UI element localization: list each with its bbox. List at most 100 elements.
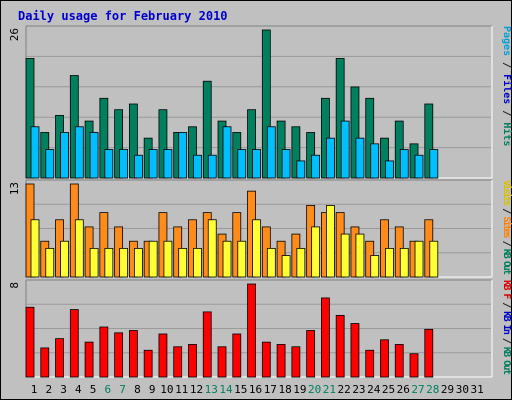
bar-kb-f-day-5 bbox=[84, 341, 94, 378]
x-tick-day-12: 12 bbox=[190, 383, 203, 396]
x-tick-day-7: 7 bbox=[119, 383, 126, 396]
bar-visits-day-15 bbox=[237, 240, 247, 278]
panel-2: 13 Visits / Sites / KB Out bbox=[8, 179, 512, 278]
bar-hits-day-17 bbox=[261, 29, 271, 179]
bar-kb-f-day-20 bbox=[306, 330, 316, 378]
bar-visits-day-27 bbox=[414, 240, 424, 278]
x-tick-day-2: 2 bbox=[45, 383, 52, 396]
legend-entry: Visits bbox=[501, 180, 512, 206]
panel-legend: KB F / KB In / KB Out bbox=[501, 280, 512, 375]
bar-visits-day-1 bbox=[30, 219, 40, 278]
x-tick-day-30: 30 bbox=[456, 383, 469, 396]
bar-kb-f-day-10 bbox=[158, 333, 168, 378]
x-tick-day-18: 18 bbox=[278, 383, 291, 396]
bar-kb-f-day-27 bbox=[409, 353, 419, 378]
x-tick-day-8: 8 bbox=[134, 383, 141, 396]
bar-files-day-1 bbox=[30, 126, 40, 179]
bar-files-day-16 bbox=[252, 149, 261, 179]
bar-files-day-3 bbox=[60, 132, 69, 179]
x-tick-day-11: 11 bbox=[175, 383, 188, 396]
y-axis-max-label: 13 bbox=[8, 182, 21, 195]
x-tick-day-6: 6 bbox=[105, 383, 112, 396]
bar-kb-f-day-7 bbox=[114, 332, 124, 378]
bar-hits-day-16 bbox=[247, 109, 256, 179]
chart-title: Daily usage for February 2010 bbox=[18, 9, 228, 23]
bar-visits-day-20 bbox=[311, 226, 321, 278]
bar-files-day-10 bbox=[163, 149, 173, 179]
x-tick-day-13: 13 bbox=[205, 383, 218, 396]
bar-files-day-5 bbox=[89, 132, 99, 179]
legend-entry: / bbox=[501, 204, 512, 218]
x-tick-day-10: 10 bbox=[160, 383, 173, 396]
bar-kb-f-day-8 bbox=[128, 330, 138, 378]
bar-files-day-22 bbox=[340, 120, 350, 179]
x-tick-day-24: 24 bbox=[367, 383, 381, 396]
y-axis-max-label: 26 bbox=[8, 28, 21, 41]
panel-1: 26 Pages / Files / Hits bbox=[8, 25, 512, 179]
bar-visits-day-5 bbox=[89, 247, 99, 278]
bar-files-day-21 bbox=[325, 137, 335, 179]
bar-hits-day-1 bbox=[25, 58, 35, 179]
bar-visits-day-7 bbox=[119, 247, 129, 278]
panel-3: 8 KB F / KB In / KB Out bbox=[8, 279, 512, 378]
bar-kb-f-day-14 bbox=[217, 346, 227, 378]
bar-kb-f-day-9 bbox=[143, 349, 153, 378]
bar-hits-day-19 bbox=[291, 126, 301, 179]
legend-entry: KB In bbox=[501, 311, 512, 335]
panel-legend: Visits / Sites / KB Out bbox=[501, 180, 512, 275]
x-tick-day-17: 17 bbox=[264, 383, 277, 396]
legend-entry: KB Out bbox=[501, 347, 512, 375]
x-tick-day-9: 9 bbox=[149, 383, 156, 396]
bar-kb-f-day-3 bbox=[55, 338, 64, 378]
bar-files-day-2 bbox=[45, 149, 55, 179]
bar-files-day-15 bbox=[237, 149, 247, 179]
bar-files-day-18 bbox=[281, 149, 291, 179]
bar-hits-day-12 bbox=[188, 126, 197, 179]
bar-visits-day-24 bbox=[370, 255, 380, 278]
x-tick-day-14: 14 bbox=[219, 383, 233, 396]
bar-visits-day-19 bbox=[296, 247, 306, 278]
bar-files-day-24 bbox=[370, 143, 380, 179]
legend-entry: KB F bbox=[501, 280, 512, 299]
bar-visits-day-13 bbox=[207, 219, 217, 278]
bar-kb-f-day-1 bbox=[25, 306, 35, 378]
bar-kb-f-day-26 bbox=[394, 344, 404, 378]
bar-kb-f-day-24 bbox=[365, 349, 375, 378]
x-tick-day-26: 26 bbox=[397, 383, 410, 396]
bar-visits-day-14 bbox=[222, 240, 232, 278]
x-tick-day-21: 21 bbox=[323, 383, 336, 396]
bar-kb-f-day-21 bbox=[320, 297, 330, 378]
x-tick-day-28: 28 bbox=[426, 383, 439, 396]
bar-hits-day-13 bbox=[202, 80, 212, 179]
bar-kb-f-day-6 bbox=[99, 326, 109, 378]
bar-files-day-9 bbox=[148, 149, 158, 179]
legend-entry: / bbox=[501, 237, 512, 251]
x-tick-day-5: 5 bbox=[90, 383, 97, 396]
bar-hits-day-6 bbox=[99, 97, 109, 179]
bar-files-day-11 bbox=[178, 132, 188, 179]
panel-legend: Pages / Files / Hits bbox=[501, 26, 512, 146]
bar-visits-day-18 bbox=[281, 255, 291, 278]
x-tick-day-29: 29 bbox=[441, 383, 454, 396]
x-tick-day-19: 19 bbox=[293, 383, 306, 396]
bar-files-day-4 bbox=[74, 126, 84, 179]
legend-entry: KB Out bbox=[501, 249, 512, 275]
bar-kb-f-day-12 bbox=[188, 344, 197, 378]
x-tick-day-3: 3 bbox=[60, 383, 67, 396]
bar-hits-day-22 bbox=[335, 58, 345, 179]
bar-kb-f-day-19 bbox=[291, 346, 301, 378]
bar-visits-day-3 bbox=[60, 240, 69, 278]
bar-visits-day-22 bbox=[340, 233, 350, 278]
bar-files-day-7 bbox=[119, 149, 129, 179]
x-tick-day-1: 1 bbox=[31, 383, 38, 396]
bar-visits-day-10 bbox=[163, 240, 173, 278]
y-axis-max-label: 8 bbox=[8, 282, 21, 289]
bar-files-day-14 bbox=[222, 126, 232, 179]
bar-visits-day-4 bbox=[74, 219, 84, 278]
bar-kb-f-day-13 bbox=[202, 311, 212, 378]
bar-kb-f-day-23 bbox=[350, 323, 360, 378]
bar-visits-day-11 bbox=[178, 247, 188, 278]
bar-hits-day-8 bbox=[128, 103, 138, 179]
bar-hits-day-25 bbox=[380, 137, 389, 179]
